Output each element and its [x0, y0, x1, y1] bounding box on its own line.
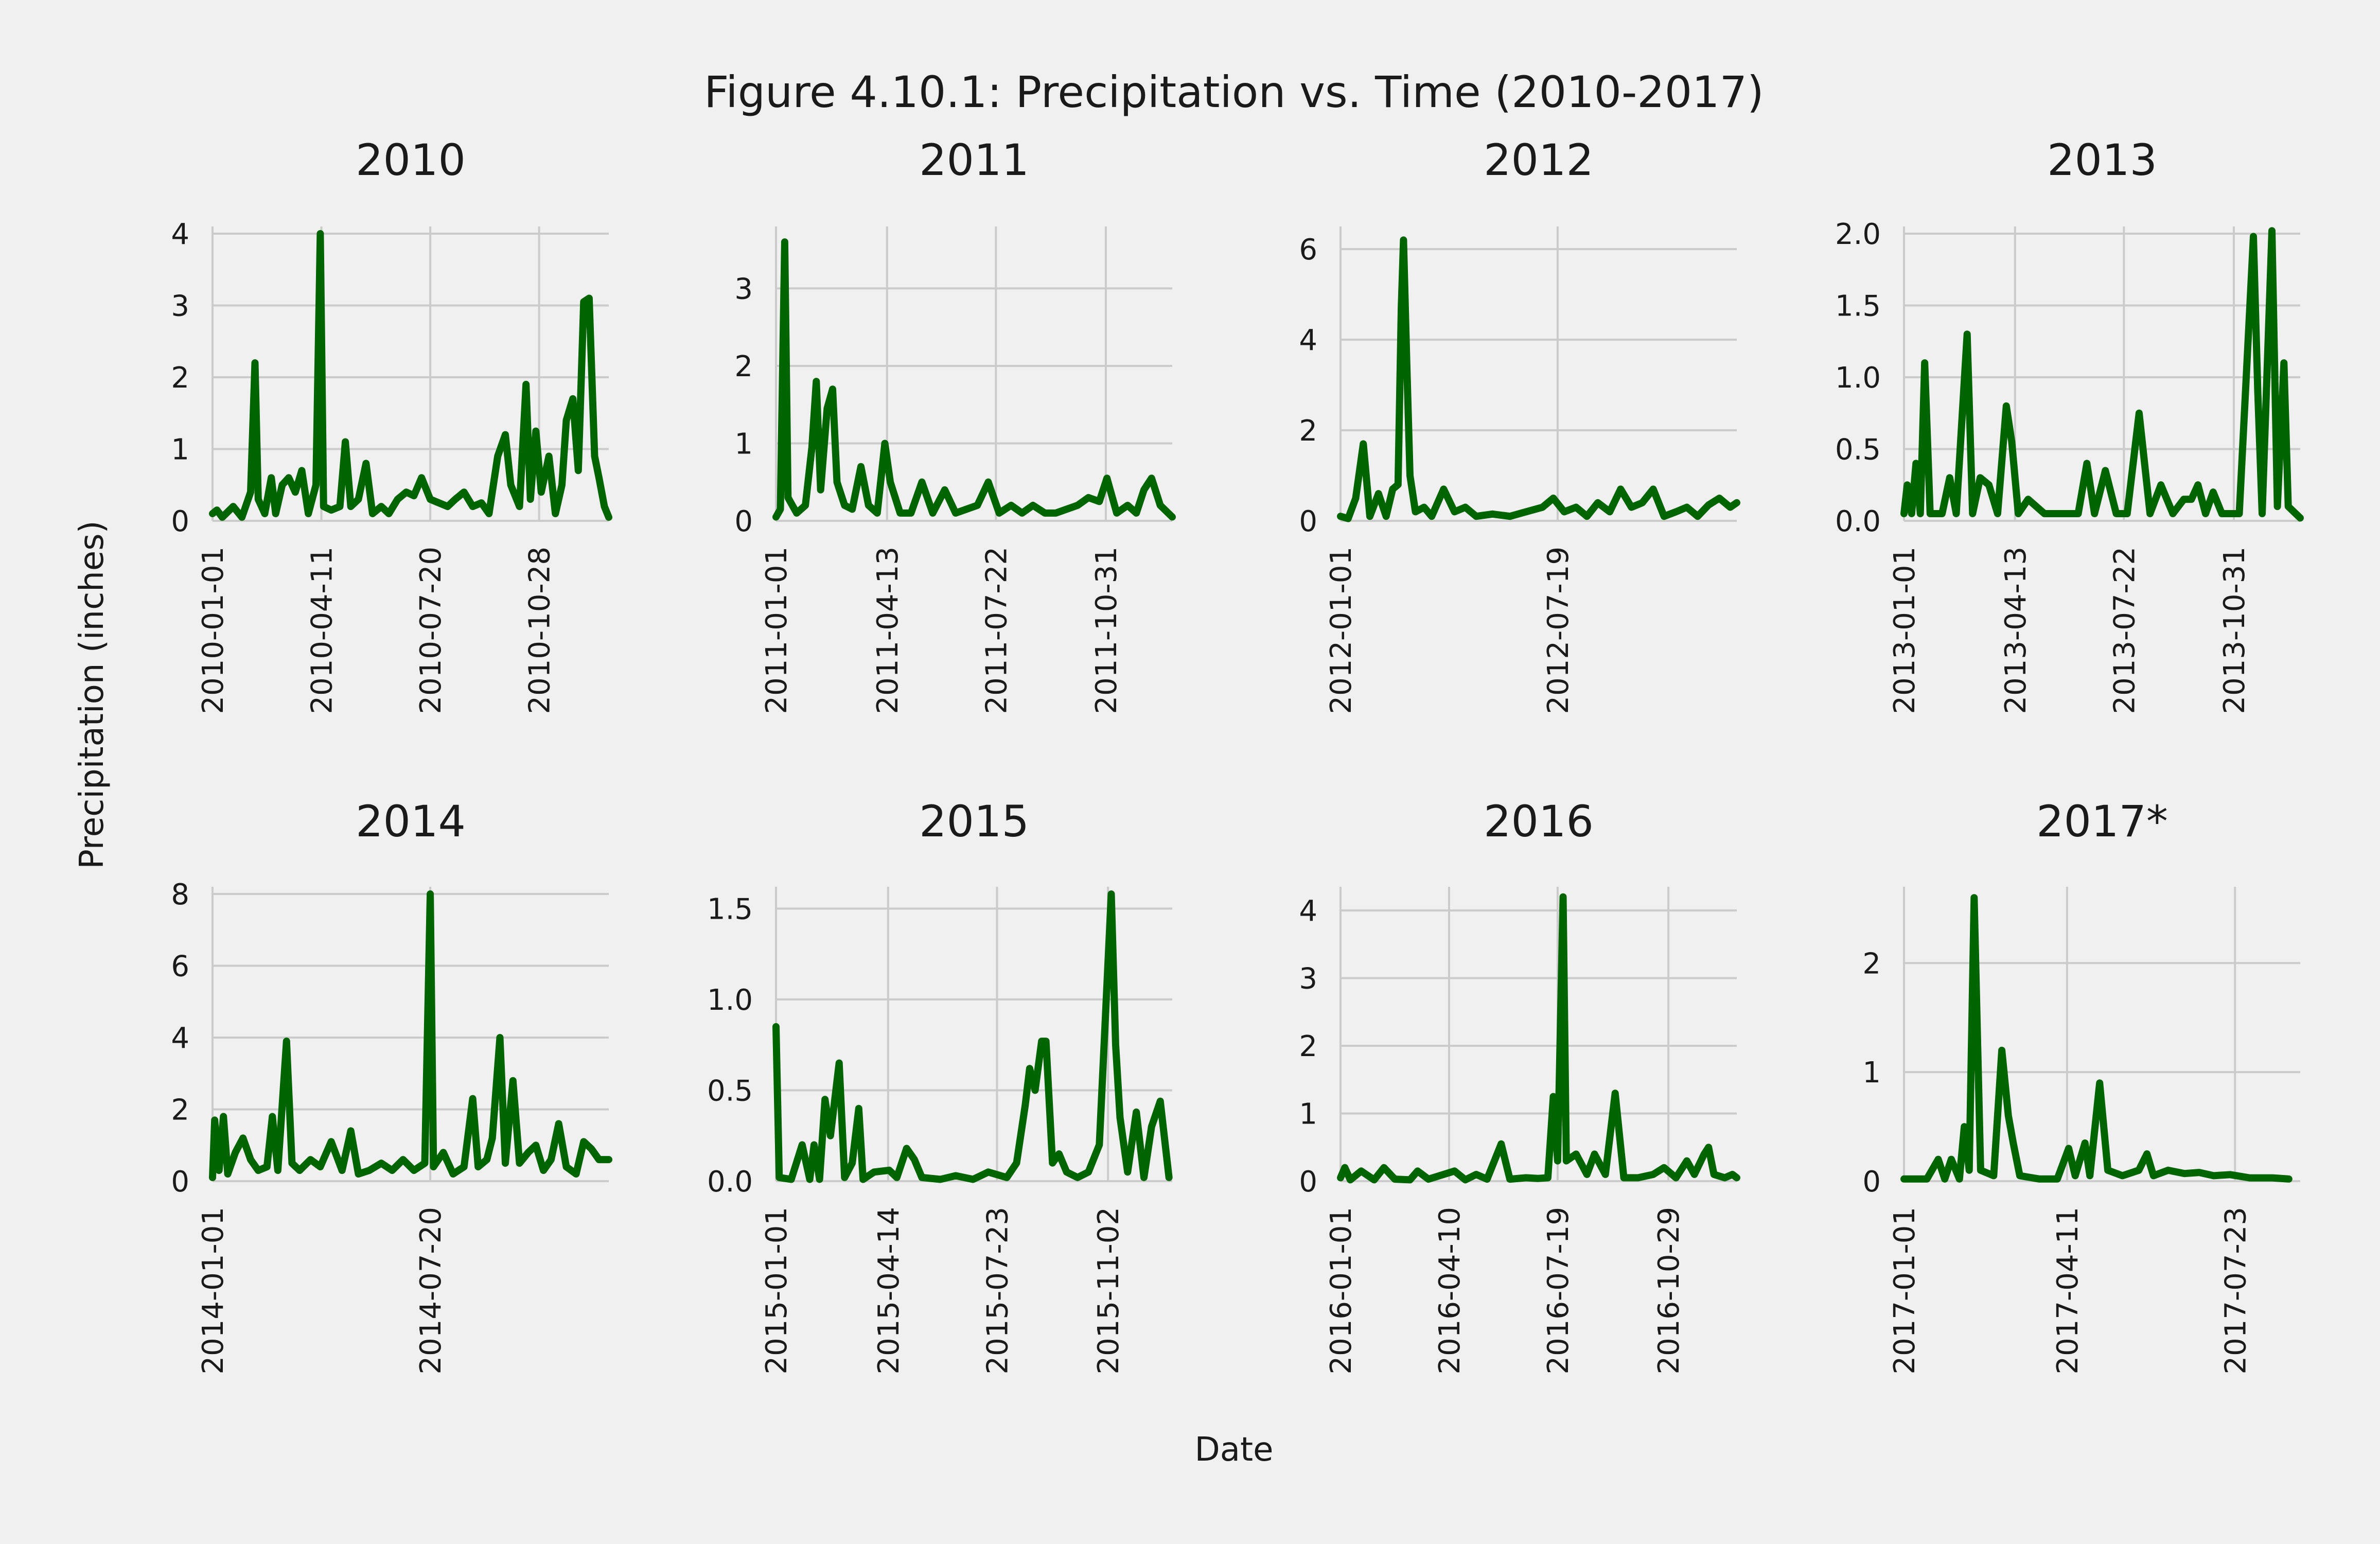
y-tick-label: 0: [1862, 1165, 1881, 1199]
subplot-title: 2016: [1484, 796, 1594, 847]
subplot-title: 2011: [919, 135, 1029, 185]
x-tick-label: 2015-01-01: [760, 1207, 794, 1374]
x-tick-label: 2011-07-22: [980, 547, 1013, 714]
y-tick-label: 2: [1299, 1030, 1317, 1063]
precipitation-line: [209, 230, 612, 521]
y-tick-label: 1.0: [707, 984, 753, 1017]
x-tick-label: 2016-04-10: [1433, 1207, 1467, 1374]
x-tick-label: 2013-10-31: [2218, 547, 2251, 714]
x-tick-label: 2017-07-23: [2219, 1207, 2252, 1374]
x-tick-label: 2014-01-01: [197, 1207, 230, 1374]
subplot-2011: 2011 0 1 2 3 2011-01-01 2011-04-13 2011-07-22 20…: [734, 135, 1176, 714]
subplot-title: 2014: [356, 796, 466, 847]
y-tick-label: 4: [171, 218, 189, 251]
x-tick-label: 2013-01-01: [1888, 547, 1921, 714]
y-tick-label: 8: [171, 878, 189, 911]
subplot-2014: 2014 0 2 4 6 8 2014-01-01 2014-07-20: [171, 796, 612, 1374]
precipitation-line: [772, 238, 1176, 521]
subplot-2013: 2013 0.0 0.5 1.0 1.5 2.0 2013-01-01 2013-04-13 2…: [1835, 135, 2304, 714]
subplot-2016: 2016 0 1 2 3 4 2016-01-01 2016-04-10 2016-07-19 2…: [1299, 796, 1740, 1374]
precipitation-line: [1337, 236, 1740, 522]
precipitation-line: [1900, 227, 2304, 522]
x-tick-label: 2012-01-01: [1325, 547, 1358, 714]
y-tick-label: 0: [1299, 505, 1317, 538]
figure-y-label: Precipitation (inches): [73, 520, 111, 869]
x-tick-label: 2013-04-13: [1999, 547, 2033, 714]
subplot-2017*: 2017* 0 1 2 2017-01-01 2017-04-11 2017-07-23: [1862, 796, 2300, 1374]
figure-x-label: Date: [1195, 1431, 1274, 1469]
x-tick-label: 2010-04-11: [306, 547, 339, 714]
y-tick-label: 1: [171, 433, 189, 466]
y-tick-label: 6: [171, 950, 189, 983]
y-tick-label: 0.5: [1835, 433, 1881, 466]
y-tick-label: 2: [171, 1093, 189, 1127]
x-tick-label: 2010-10-28: [523, 547, 557, 714]
y-tick-label: 2: [734, 350, 753, 383]
y-tick-label: 1: [1862, 1056, 1881, 1090]
y-tick-label: 3: [1299, 962, 1317, 996]
x-tick-label: 2011-04-13: [871, 547, 905, 714]
x-tick-label: 2012-07-19: [1542, 547, 1575, 714]
subplot-title: 2010: [356, 135, 466, 185]
y-tick-label: 0.5: [707, 1074, 753, 1108]
precipitation-line: [1337, 893, 1740, 1184]
subplot-title: 2013: [2047, 135, 2157, 185]
x-tick-label: 2011-01-01: [760, 547, 794, 714]
y-tick-label: 1.0: [1835, 361, 1881, 395]
y-tick-label: 0.0: [707, 1165, 753, 1199]
x-tick-label: 2016-07-19: [1542, 1207, 1575, 1374]
x-tick-label: 2010-01-01: [197, 547, 230, 714]
x-tick-label: 2015-07-23: [981, 1207, 1014, 1374]
subplot-title: 2017*: [2036, 796, 2168, 847]
y-tick-label: 2: [1299, 414, 1317, 448]
y-tick-label: 2: [1862, 947, 1881, 980]
y-tick-label: 4: [1299, 324, 1317, 357]
precipitation-line: [209, 890, 612, 1181]
y-tick-label: 0: [1299, 1165, 1317, 1199]
x-tick-label: 2010-07-20: [414, 547, 448, 714]
subplot-2010: 2010 0 1 2 3 4 2010-01-01 2010-04-11 2010-07-20 2…: [171, 135, 612, 714]
x-tick-label: 2014-07-20: [414, 1207, 448, 1374]
y-tick-label: 6: [1299, 233, 1317, 267]
y-tick-label: 3: [171, 289, 189, 323]
y-tick-label: 1.5: [1835, 289, 1881, 323]
x-tick-label: 2013-07-22: [2108, 547, 2141, 714]
y-tick-label: 1: [734, 427, 753, 461]
x-tick-label: 2016-10-29: [1652, 1207, 1686, 1374]
x-tick-label: 2015-11-02: [1092, 1207, 1125, 1374]
subplot-2012: 2012 0 2 4 6 2012-01-01 2012-07-19: [1299, 135, 1740, 714]
y-tick-label: 0: [171, 1165, 189, 1199]
precipitation-line: [1900, 894, 2293, 1183]
y-tick-label: 1.5: [707, 892, 753, 926]
y-tick-label: 4: [1299, 894, 1317, 928]
x-tick-label: 2017-01-01: [1888, 1207, 1921, 1374]
x-tick-label: 2016-01-01: [1325, 1207, 1358, 1374]
subplot-title: 2015: [919, 796, 1029, 847]
y-tick-label: 0: [734, 505, 753, 538]
precipitation-line: [772, 890, 1173, 1183]
y-tick-label: 2.0: [1835, 218, 1881, 251]
x-tick-label: 2011-10-31: [1090, 547, 1123, 714]
y-tick-label: 3: [734, 272, 753, 306]
y-tick-label: 2: [171, 361, 189, 395]
x-tick-label: 2017-04-11: [2051, 1207, 2085, 1374]
x-tick-label: 2015-04-14: [872, 1207, 906, 1374]
y-tick-label: 0.0: [1835, 505, 1881, 538]
y-tick-label: 1: [1299, 1098, 1317, 1131]
y-tick-label: 0: [171, 505, 189, 538]
subplot-title: 2012: [1484, 135, 1594, 185]
figure-title: Figure 4.10.1: Precipitation vs. Time (2…: [704, 67, 1764, 117]
subplot-2015: 2015 0.0 0.5 1.0 1.5 2015-01-01 2015-04-14 2015…: [707, 796, 1173, 1374]
y-tick-label: 4: [171, 1022, 189, 1055]
